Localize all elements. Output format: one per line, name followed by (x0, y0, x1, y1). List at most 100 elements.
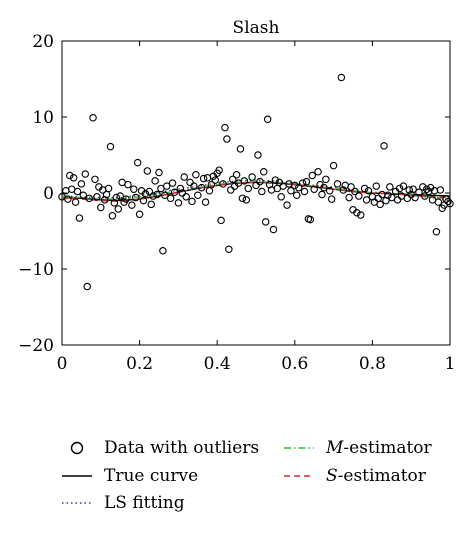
data-point (353, 209, 361, 217)
data-point (104, 184, 113, 193)
data-point (327, 195, 336, 203)
data-point (155, 168, 163, 177)
data-point (277, 193, 285, 201)
data-point (188, 197, 196, 206)
y-tick-label: 0 (43, 184, 54, 204)
data-point (211, 176, 220, 184)
data-point (73, 187, 82, 196)
data-point (244, 184, 252, 193)
data-point (254, 151, 262, 159)
legend-label: M-estimator (326, 438, 432, 458)
data-point (122, 195, 130, 203)
data-point (337, 73, 346, 82)
data-point (384, 191, 392, 200)
data-point (81, 170, 90, 178)
x-tick-label: 0.4 (204, 354, 231, 374)
data-point (116, 192, 124, 200)
x-tick-label: 0.2 (126, 354, 153, 374)
data-point (168, 179, 177, 187)
data-point (197, 183, 206, 192)
data-point (362, 196, 371, 204)
data-point (139, 196, 148, 205)
chart-title: Slash (233, 18, 280, 38)
data-point (329, 161, 338, 170)
data-point (83, 282, 91, 291)
legend-label-text: LS fitting (104, 493, 185, 513)
data-point (395, 184, 404, 193)
data-point (91, 175, 99, 184)
data-point (376, 200, 384, 209)
data-point (347, 183, 355, 191)
data-point (124, 180, 132, 189)
data-point (318, 190, 326, 199)
legend-item: M-estimator (282, 436, 432, 460)
data-point (248, 173, 256, 181)
data-point (240, 177, 249, 185)
legend-item: S-estimator (282, 464, 426, 488)
legend-swatch (284, 475, 314, 477)
data-point (308, 171, 317, 180)
data-point (415, 188, 423, 196)
data-point (201, 198, 210, 206)
data-point (232, 171, 241, 179)
data-point (444, 197, 452, 206)
data-point (252, 181, 260, 190)
data-point (386, 183, 394, 191)
data-point (227, 186, 235, 194)
data-point (69, 174, 78, 182)
legend-label-italic: M (326, 438, 344, 458)
data-point (291, 181, 299, 190)
data-point (298, 179, 307, 187)
data-point (180, 173, 188, 181)
data-point (207, 180, 216, 189)
data-point (79, 191, 88, 200)
data-point (355, 192, 363, 200)
data-point (314, 167, 322, 176)
data-point (374, 194, 382, 203)
legend-label: Data with outliers (104, 438, 259, 458)
data-point (131, 193, 140, 202)
data-point (147, 200, 155, 209)
legend-marker (70, 441, 84, 455)
data-point (166, 194, 175, 203)
data-point (159, 247, 167, 255)
data-point (405, 186, 414, 194)
data-point (174, 199, 183, 207)
data-point (112, 193, 121, 202)
data-point (77, 180, 86, 188)
legend-swatch (62, 475, 92, 477)
legend-swatch (62, 502, 92, 504)
data-point (141, 190, 150, 198)
data-point (186, 178, 194, 187)
data-point (372, 182, 381, 190)
data-point (294, 183, 303, 192)
data-point (256, 177, 264, 186)
x-tick-label: 0 (57, 354, 68, 374)
data-point (287, 186, 295, 195)
data-point (89, 114, 97, 122)
data-point (130, 185, 138, 193)
data-point (271, 176, 280, 184)
data-point (260, 167, 268, 176)
legend-label-italic: S (326, 466, 338, 486)
y-tick-label: −10 (18, 260, 54, 280)
data-point (306, 215, 315, 224)
data-point (261, 218, 270, 226)
data-point (292, 191, 301, 200)
data-point (432, 228, 441, 236)
data-point (145, 187, 154, 196)
data-point (85, 194, 93, 203)
data-point (219, 180, 227, 188)
data-point (93, 193, 101, 201)
data-point (97, 203, 105, 212)
data-point (263, 115, 272, 124)
data-point (275, 178, 284, 187)
data-point (442, 195, 450, 203)
data-point (108, 212, 117, 220)
data-point (225, 245, 233, 253)
data-point (393, 196, 402, 204)
data-point (434, 198, 443, 206)
data-point (153, 190, 161, 199)
data-point (192, 171, 200, 179)
